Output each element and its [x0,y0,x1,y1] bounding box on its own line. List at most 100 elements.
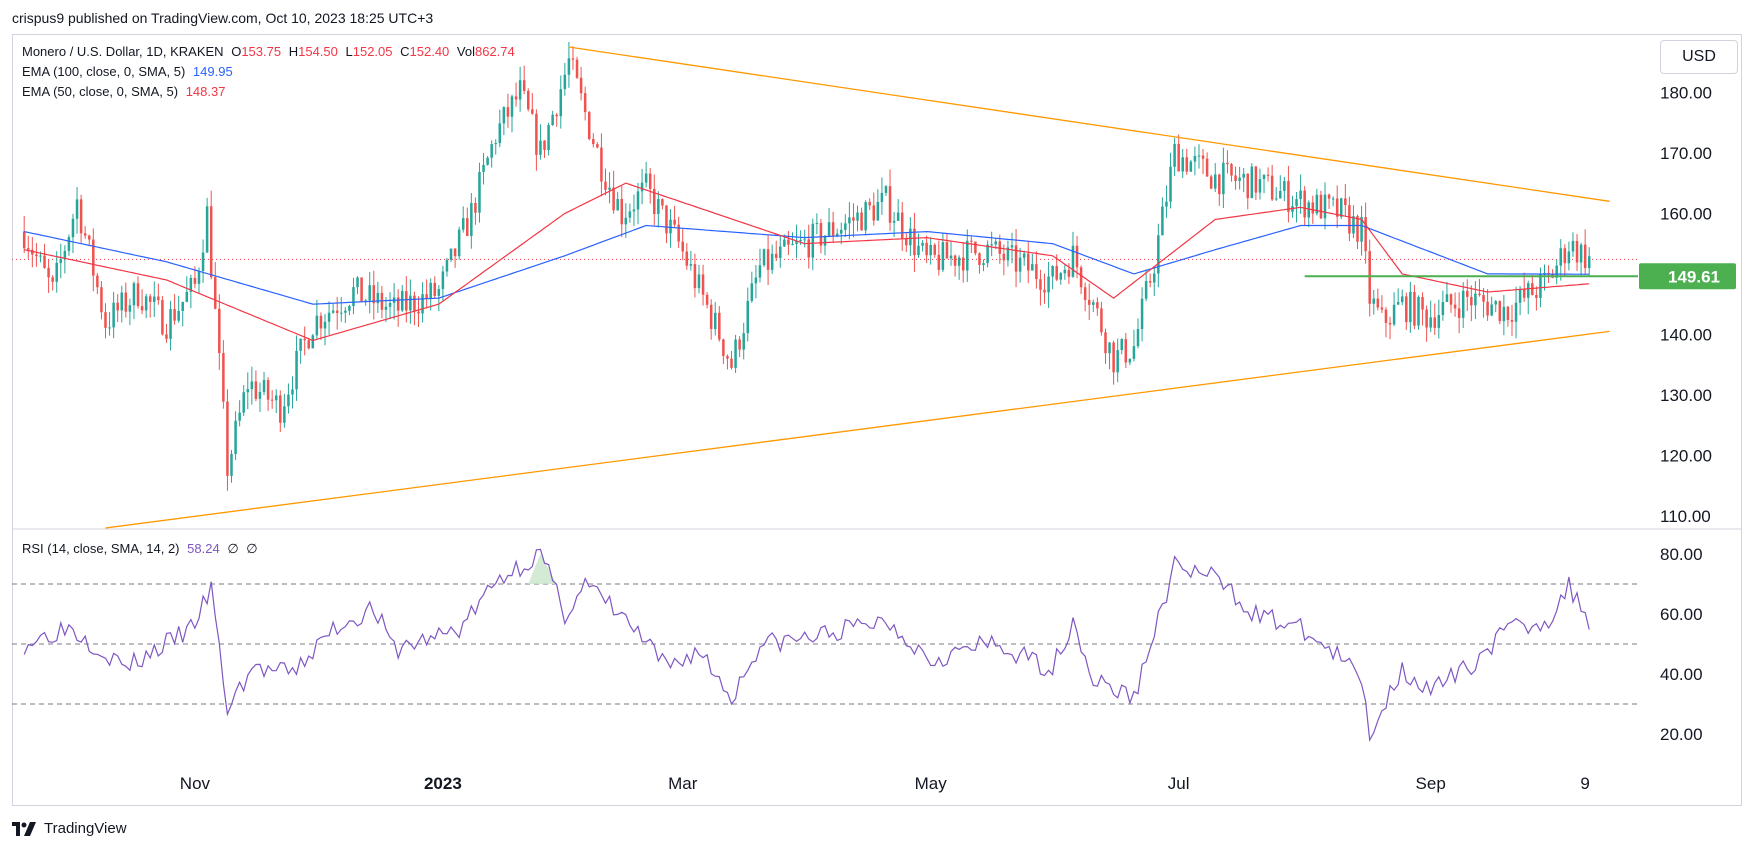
footer-brand[interactable]: TradingView [12,820,127,837]
candle-body [604,181,607,190]
candle-body [709,304,713,329]
price-pane [12,42,1742,530]
candle-body [1218,174,1221,195]
candle-body [400,291,404,311]
candle-body [181,301,184,311]
candle-body [535,113,538,155]
tradingview-logo-icon [12,821,36,836]
candle-body [941,242,945,270]
candle-body [1510,319,1514,322]
candle-body [766,249,770,270]
candle-body [1421,297,1424,310]
candle-body [1287,181,1290,212]
candle-body [713,312,717,329]
candle-body [1035,264,1038,280]
candle-body [551,114,554,125]
candle-body [567,58,571,75]
candle-body [1234,175,1237,182]
candle-body [1543,272,1546,274]
candle-body [839,229,843,234]
candle-body [970,240,973,242]
rsi-legend[interactable]: RSI (14, close, SMA, 14, 2) 58.24 ∅ ∅ [22,541,262,557]
candle-body [799,239,802,242]
candle-body [1559,248,1563,266]
candle-body [596,144,599,148]
candle-body [852,217,855,221]
candle-body [323,321,327,329]
candle-body [880,192,884,202]
candle-body [1201,155,1205,159]
candle-body [762,249,766,266]
candle-body [734,339,737,368]
candle-body [478,172,481,213]
support-label-text: 149.61 [1668,267,1720,286]
candle-body [779,246,782,258]
candle-body [925,242,928,256]
candle-body [1124,339,1128,363]
candle-body [1539,273,1542,298]
candle-body [1254,166,1258,193]
candle-body [1104,332,1107,354]
candle-body [848,217,851,224]
candle-body [742,333,745,350]
candle-body [1189,161,1193,172]
ema50-line [24,182,1590,342]
candle-body [661,199,664,206]
volume-label: Vol [456,44,475,59]
candle-body [653,188,656,215]
candle-body [636,191,640,210]
candle-body [384,306,388,310]
candle-body [1433,317,1437,328]
candle-body [388,302,392,307]
candle-body [868,202,871,206]
candle-body [1067,269,1071,277]
symbol-name[interactable]: Monero / U.S. Dollar, 1D, KRAKEN [22,44,224,59]
candle-body [831,222,835,236]
ema50-legend[interactable]: EMA (50, close, 0, SMA, 5) 148.37 [22,84,229,99]
candle-body [1453,304,1457,309]
candle-body [1344,198,1347,206]
candle-body [372,285,376,304]
low-label: L [345,44,353,59]
candle-body [482,164,485,173]
ema100-value: 149.95 [192,64,233,79]
candle-body [974,241,977,254]
candle-body [1157,235,1160,274]
candle-body [905,238,908,246]
candle-body [518,80,522,100]
candle-body [1283,181,1286,191]
candle-body [1535,294,1538,298]
candle-body [1213,174,1217,189]
candle-body [274,395,278,401]
candle-body [486,157,489,165]
candle-body [685,251,689,266]
candle-body [1400,296,1404,303]
candle-body [1405,296,1408,323]
ema100-legend[interactable]: EMA (100, close, 0, SMA, 5) 149.95 [22,64,237,79]
candle-body [470,203,473,236]
candle-body [1526,283,1530,298]
candle-body [1120,339,1124,351]
candle-body [705,294,709,305]
candle-body [640,182,644,192]
candle-body [697,274,701,289]
candle-body [1222,162,1225,195]
candle-body [592,139,595,145]
candle-body [124,292,128,312]
candle-body [425,294,428,299]
time-axis: Nov 2023 Mar May Jul Sep 9 [180,774,1590,793]
rsi-tick-label: 60.00 [1660,605,1703,624]
candle-body [120,292,124,311]
candle-body [1096,302,1099,309]
candle-body [628,211,632,218]
candle-body [218,308,221,354]
currency-button[interactable]: USD [1660,40,1738,74]
candle-body [59,259,63,263]
support-label-box [1639,263,1736,290]
candle-body [1092,302,1095,305]
candle-body [22,231,26,249]
candle-body [1388,322,1392,325]
candle-body [1047,276,1050,293]
ema100-label: EMA (100, close, 0, SMA, 5) [22,64,186,79]
